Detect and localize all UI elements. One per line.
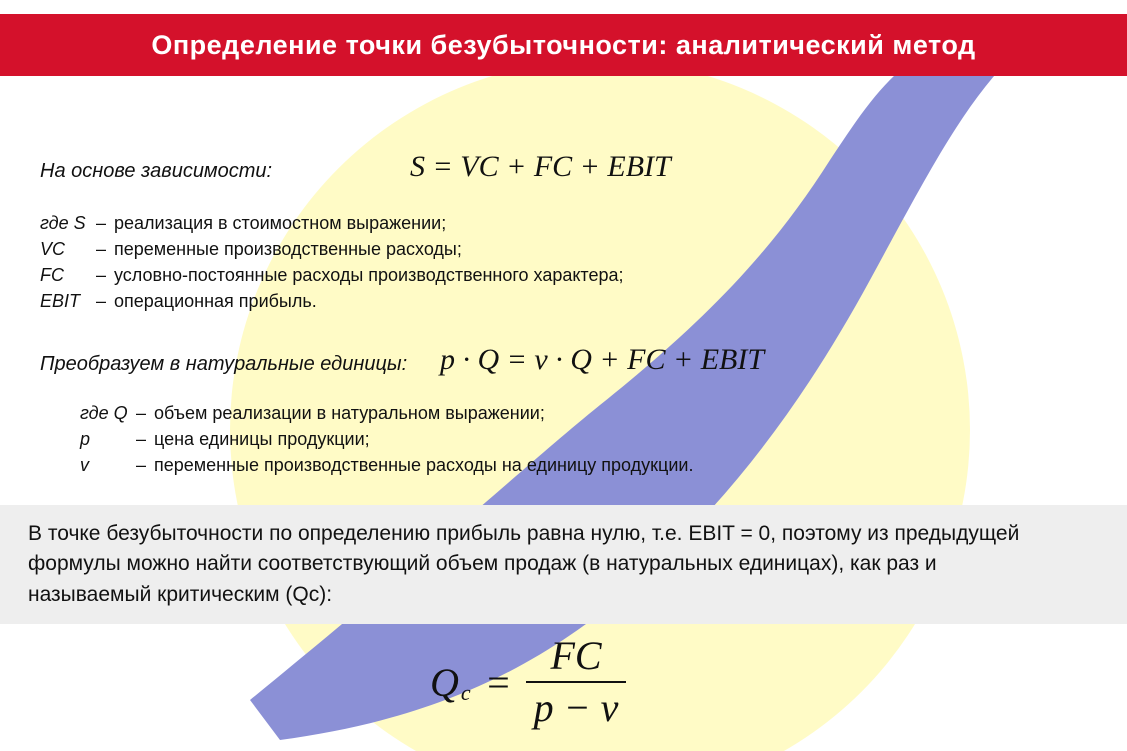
def-symbol: FC xyxy=(40,262,96,288)
def-dash: – xyxy=(136,452,154,478)
swoosh-path xyxy=(250,36,1030,740)
def-dash: – xyxy=(136,400,154,426)
final-eq: = xyxy=(485,659,512,706)
header-title: Определение точки безубыточности: аналит… xyxy=(151,30,975,61)
def-text: условно-постоянные расходы производствен… xyxy=(114,262,624,288)
def-symbol: v xyxy=(80,452,136,478)
def-symbol: p xyxy=(80,426,136,452)
block2-formula: p · Q = v · Q + FC + EBIT xyxy=(440,343,764,377)
def-row: VC– переменные производственные расходы; xyxy=(40,236,624,262)
def-dash: – xyxy=(96,288,114,314)
header-bar: Определение точки безубыточности: аналит… xyxy=(0,14,1127,76)
def-dash: – xyxy=(136,426,154,452)
def-row: p– цена единицы продукции; xyxy=(80,426,693,452)
def-text: цена единицы продукции; xyxy=(154,426,370,452)
note-box: В точке безубыточности по определению пр… xyxy=(0,505,1127,624)
def-row: FC– условно-постоянные расходы производс… xyxy=(40,262,624,288)
final-fraction: FC p − v xyxy=(526,635,627,729)
note-line: В точке безубыточности по определению пр… xyxy=(28,519,1099,549)
note-line: формулы можно найти соответствующий объе… xyxy=(28,549,1099,579)
block1-lead: На основе зависимости: xyxy=(40,160,272,183)
def-row: где Q– объем реализации в натуральном вы… xyxy=(80,400,693,426)
def-symbol: EBIT xyxy=(40,288,96,314)
def-row: EBIT– операционная прибыль. xyxy=(40,288,624,314)
def-dash: – xyxy=(96,210,114,236)
final-numerator: FC xyxy=(542,635,609,677)
def-text: объем реализации в натуральном выражении… xyxy=(154,400,545,426)
final-fraction-bar xyxy=(526,681,627,683)
final-Q: Q xyxy=(430,659,459,706)
def-row: v– переменные производственные расходы н… xyxy=(80,452,693,478)
def-symbol: где Q xyxy=(80,400,136,426)
block1-formula: S = VC + FC + EBIT xyxy=(410,150,671,184)
final-denominator: p − v xyxy=(526,687,627,729)
note-line: называемый критическим (Qс): xyxy=(28,580,1099,610)
block2-defs: где Q– объем реализации в натуральном вы… xyxy=(80,400,693,478)
def-symbol: где S xyxy=(40,210,96,236)
def-text: переменные производственные расходы; xyxy=(114,236,462,262)
def-text: реализация в стоимостном выражении; xyxy=(114,210,446,236)
block2-lead: Преобразуем в натуральные единицы: xyxy=(40,353,407,376)
block1-defs: где S– реализация в стоимостном выражени… xyxy=(40,210,624,314)
def-dash: – xyxy=(96,262,114,288)
def-row: где S– реализация в стоимостном выражени… xyxy=(40,210,624,236)
slide: Определение точки безубыточности: аналит… xyxy=(0,0,1127,751)
def-dash: – xyxy=(96,236,114,262)
def-text: операционная прибыль. xyxy=(114,288,317,314)
final-sub: c xyxy=(461,680,471,706)
def-symbol: VC xyxy=(40,236,96,262)
def-text: переменные производственные расходы на е… xyxy=(154,452,693,478)
final-formula: Qc = FC p − v xyxy=(430,635,626,729)
